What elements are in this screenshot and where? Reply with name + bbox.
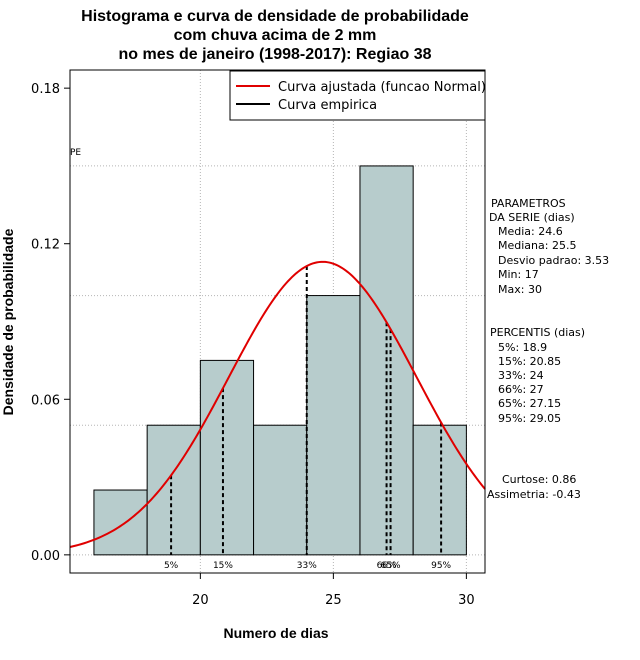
legend: Curva ajustada (funcao Normal) Curva emp… [229,70,486,121]
percentil-66: 66%: 27 [498,383,544,396]
percentile-label: 95% [431,561,451,571]
y-tick-label: 0.18 [31,82,60,97]
percentil-95: 95%: 29.05 [498,412,561,425]
histogram-bar [306,295,361,556]
percentile-lines: 5% 15% 33% 66%65% 95% [164,266,452,571]
percentil-65: 65%: 27.15 [498,397,561,410]
percentis-title: PERCENTIS (dias) [490,326,585,339]
stat-desvio: Desvio padrao: 3.53 [498,254,609,267]
x-tick-label: 30 [458,593,475,608]
stat-max: Max: 30 [498,283,542,296]
x-tick-label: 20 [192,593,209,608]
legend-box [229,70,486,121]
y-axis-label: Densidade de probabilidade [0,228,16,415]
chart-title-line-1: Histograma e curva de densidade de proba… [81,8,469,25]
histogram-bar [146,424,201,556]
x-axis-label: Numero de dias [223,625,328,641]
y-tick-label: 0.12 [31,238,60,253]
chart-title-line-3: no mes de janeiro (1998-2017): Regiao 38 [118,46,431,63]
histogram-bar [199,359,255,556]
percentil-15: 15%: 20.85 [498,355,561,368]
percentile-label: 65% [381,561,401,571]
legend-normal-label: Curva ajustada (funcao Normal) [278,80,486,95]
stat-min: Min: 17 [498,268,539,281]
chart-title-line-2: com chuva acima de 2 mm [174,27,377,44]
x-tick-label: 25 [325,593,342,608]
percentile-label: 33% [297,561,317,571]
plot-frame [69,69,486,574]
percentile-label: 5% [164,561,179,571]
legend-empirical-label: Curva empirica [278,98,377,113]
histogram-bars [93,165,467,556]
density-curves [69,260,486,548]
parametros-title-2: DA SERIE (dias) [489,211,575,224]
histogram-bar [412,424,467,556]
stats-panel: PARAMETROS DA SERIE (dias) Media: 24.6 M… [487,197,609,501]
percentile-label: 15% [213,561,233,571]
axis-ticks: 0.00 0.06 0.12 0.18 20 25 30 [31,82,475,608]
percentil-5: 5%: 18.9 [498,341,547,354]
stat-assimetria: Assimetria: -0.43 [487,488,581,501]
histogram-bar [253,424,308,556]
parametros-title-1: PARAMETROS [491,197,566,210]
pe-label: PE [70,148,81,158]
percentile-label: 66% [377,561,397,571]
y-tick-label: 0.00 [31,549,60,564]
stat-mediana: Mediana: 25.5 [498,239,576,252]
percentil-33: 33%: 24 [498,369,544,382]
y-tick-label: 0.06 [31,393,60,408]
stat-curtose: Curtose: 0.86 [502,473,576,486]
stat-media: Media: 24.6 [498,225,563,238]
histogram-bar [93,489,148,556]
normal-curve [69,260,486,548]
